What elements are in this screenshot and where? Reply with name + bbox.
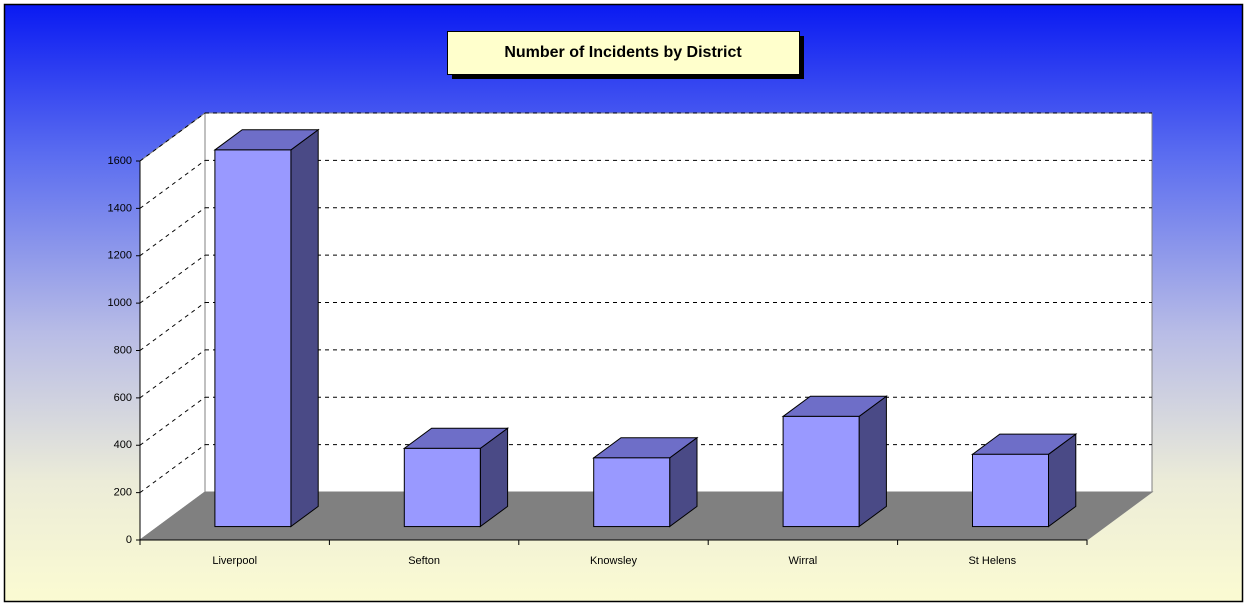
grid-line-side [139, 302, 206, 351]
y-tick-label: 0 [126, 534, 132, 546]
title-box [447, 31, 800, 75]
y-tick-label: 600 [114, 392, 132, 404]
grid-line-side [139, 396, 206, 446]
grid-line-side [139, 254, 206, 304]
grid-line-side [139, 159, 206, 209]
y-tick-label: 1200 [108, 250, 132, 262]
x-tick-label: Wirral [789, 555, 818, 567]
grid-line-side [139, 349, 206, 399]
bar-side [858, 395, 887, 528]
bar [593, 457, 671, 528]
grid-line-side [139, 444, 206, 494]
x-tick-label: Sefton [408, 555, 440, 567]
y-tick-label: 400 [114, 439, 132, 451]
bar [782, 415, 860, 528]
x-tick-label: Knowsley [590, 555, 638, 567]
bar [214, 149, 292, 528]
y-tick-label: 1400 [108, 202, 132, 214]
bar [972, 453, 1049, 528]
x-tick-label: Liverpool [212, 555, 257, 567]
grid-line-side [139, 207, 206, 257]
y-tick-label: 800 [114, 344, 132, 356]
bar [403, 447, 481, 528]
bar-side [290, 128, 319, 528]
chart-title: Number of Incidents by District [504, 44, 742, 61]
y-tick-label: 200 [114, 487, 132, 499]
grid-line-side [139, 112, 206, 162]
y-tick-label: 1000 [108, 297, 132, 309]
x-tick-label: St Helens [968, 555, 1016, 567]
y-tick-label: 1600 [108, 155, 132, 167]
plot: 0 200 400 600 800 1000 1200 1400 1600 Liverpool Se… [108, 112, 1154, 567]
